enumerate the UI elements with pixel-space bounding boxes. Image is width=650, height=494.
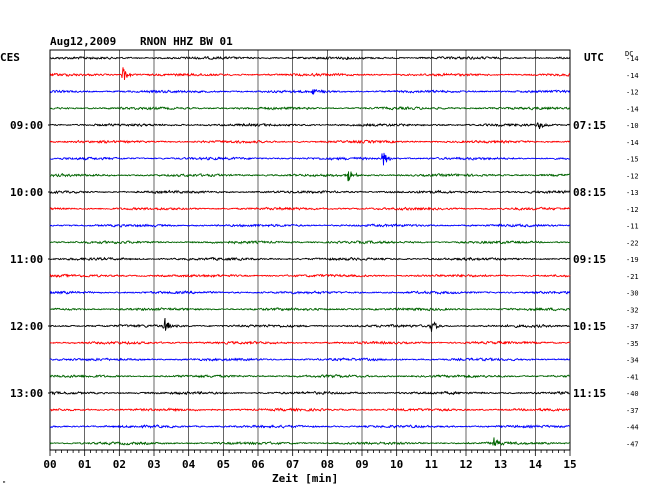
right-time-label: 09:15 [573,253,606,266]
trace-row-14 [49,273,571,278]
x-tick-label: 07 [286,458,299,471]
trace-row-17 [49,317,571,332]
trace-row-19 [49,357,571,362]
chart-date: Aug12,2009 [50,35,116,48]
dc-value-label: -14 [626,55,639,63]
dc-value-label: -10 [626,122,639,130]
trace-row-23 [49,424,571,429]
left-time-label: 13:00 [10,387,43,400]
trace-row-18 [49,340,571,345]
x-tick-label: 05 [217,458,230,471]
trace-row-6 [49,139,571,144]
trace-row-7 [49,152,571,166]
x-tick-label: 13 [494,458,507,471]
dc-value-label: -14 [626,105,639,113]
trace-row-12 [49,240,571,245]
dc-value-label: -21 [626,273,639,281]
x-tick-label: 04 [182,458,196,471]
x-tick-label: 01 [78,458,92,471]
x-tick-label: 14 [529,458,543,471]
dc-value-label: -12 [626,206,639,214]
right-time-label: 08:15 [573,186,606,199]
dc-value-label: -14 [626,139,639,147]
trace-row-9 [49,189,571,195]
trace-row-15 [49,290,571,295]
dc-value-label: -41 [626,373,639,381]
trace-row-2 [49,67,571,80]
right-time-label: 11:15 [573,387,606,400]
trace-row-22 [49,407,571,412]
left-zone-label: CES [0,51,20,64]
trace-row-21 [49,390,571,396]
chart-station: RNON HHZ BW 01 [140,35,233,48]
dc-value-label: -14 [626,72,639,80]
x-tick-label: 08 [321,458,334,471]
dc-value-label: -37 [626,323,639,331]
trace-layer [49,55,571,446]
dc-value-label: -15 [626,156,639,164]
dc-value-label: -44 [626,424,639,432]
trace-row-1 [49,55,571,61]
right-zone-label: UTC [584,51,604,64]
left-time-label: 10:00 [10,186,43,199]
dc-value-label: -37 [626,407,639,415]
dc-value-label: -40 [626,390,639,398]
right-time-label: 10:15 [573,320,606,333]
left-time-label: 11:00 [10,253,43,266]
x-tick-label: 03 [147,458,160,471]
left-time-label: 12:00 [10,320,43,333]
x-tick-label: 09 [355,458,368,471]
trace-row-8 [49,171,571,182]
trace-row-10 [49,206,571,211]
dc-value-label: -32 [626,306,639,314]
x-tick-label: 02 [113,458,126,471]
trace-row-13 [49,256,571,262]
dc-header-label: DC [625,50,633,58]
x-tick-label: 06 [251,458,265,471]
dc-value-label: -13 [626,189,639,197]
dc-value-label: -19 [626,256,639,264]
x-tick-label: 10 [390,458,403,471]
dc-value-label: -30 [626,290,639,298]
x-tick-label: 15 [563,458,576,471]
left-time-label: 09:00 [10,119,43,132]
trace-row-11 [49,223,571,228]
trace-row-3 [49,88,571,95]
right-time-label: 07:15 [573,119,606,132]
x-axis-label: Zeit [min] [272,472,338,485]
dc-value-label: -34 [626,357,639,365]
dc-value-label: -12 [626,172,639,180]
dc-value-label: -11 [626,223,639,231]
trace-row-16 [49,307,571,312]
dc-value-label: -12 [626,89,639,97]
x-tick-label: 12 [459,458,472,471]
trace-row-5 [49,122,571,130]
corner-mark: " [2,480,6,488]
grid-layer [49,49,571,451]
x-tick-label: 11 [425,458,439,471]
dc-value-label: -35 [626,340,639,348]
axis-layer: -14 -14 -12 -14 -10 -14 -15 -12 -13 -12 -11 -22 -19 -… [10,55,639,471]
x-tick-label: 00 [43,458,56,471]
dc-value-label: -22 [626,239,639,247]
plot-frame [49,49,571,451]
dc-value-label: -47 [626,440,639,448]
trace-row-24 [49,437,571,446]
trace-row-4 [49,106,571,111]
trace-row-20 [49,374,571,379]
